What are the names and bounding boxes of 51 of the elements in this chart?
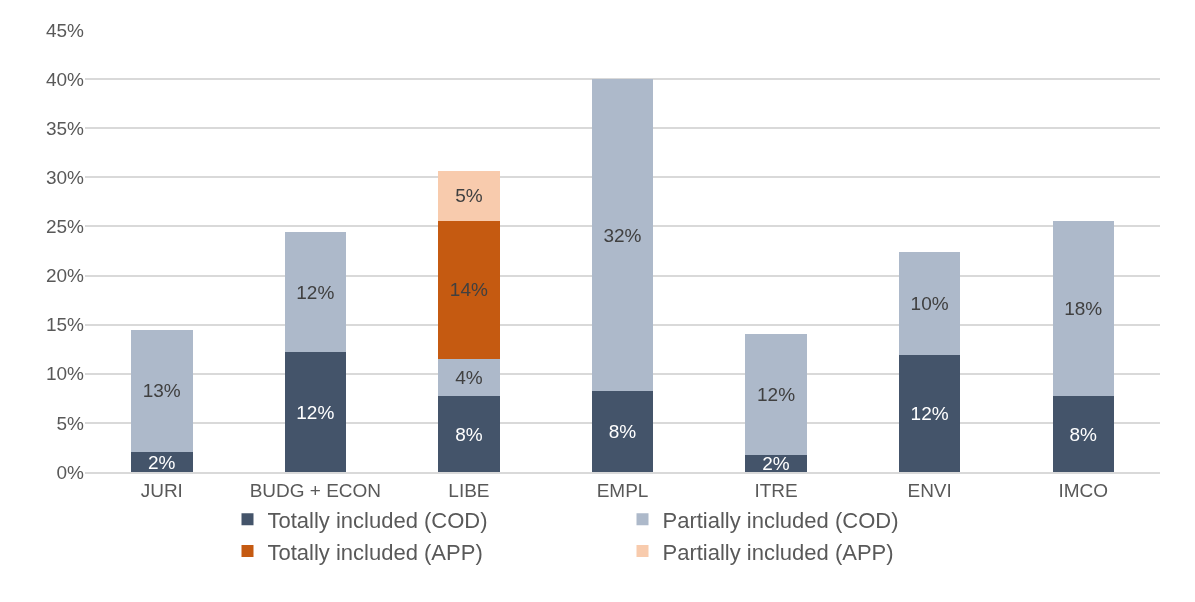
bar (591, 391, 654, 472)
bar (438, 359, 500, 397)
data-label: 12% (910, 403, 949, 425)
data-label: 2% (762, 453, 790, 475)
bar (591, 79, 654, 392)
y-tick-label: 40% (45, 68, 85, 90)
y-tick-label: 10% (45, 363, 85, 385)
data-label: 12% (296, 401, 335, 423)
y-tick-label: 20% (45, 265, 85, 287)
bar (131, 329, 193, 453)
bar (898, 355, 961, 472)
bar (898, 251, 961, 356)
x-tick-label: EMPL (596, 479, 649, 501)
data-label: 10% (910, 293, 949, 315)
bar (745, 334, 807, 456)
y-tick-label: 25% (45, 216, 85, 238)
x-tick-label: ENVI (907, 479, 952, 501)
data-label: 14% (449, 279, 488, 301)
y-tick-label: 15% (45, 314, 85, 336)
data-label: 8% (455, 423, 483, 445)
data-label: 12% (757, 384, 796, 406)
bar (284, 232, 347, 353)
y-tick-label: 35% (45, 117, 85, 139)
bar (284, 352, 347, 472)
y-tick-label: 5% (56, 412, 85, 434)
x-tick-label: IMCO (1058, 479, 1109, 501)
legend-label: Totally included (COD) (267, 507, 488, 533)
x-tick-label: ITRE (754, 479, 798, 501)
bar (438, 396, 500, 472)
data-label: 2% (148, 451, 176, 473)
bar (1052, 396, 1114, 472)
y-tick-label: 0% (56, 461, 85, 483)
legend-label: Partially included (COD) (662, 507, 899, 533)
data-label: 12% (296, 281, 335, 303)
data-label: 5% (455, 185, 483, 207)
y-tick-label: 45% (45, 19, 85, 41)
data-label: 32% (603, 224, 642, 246)
x-tick-label: LIBE (448, 479, 490, 501)
legend-label: Totally included (APP) (267, 539, 483, 565)
data-label: 8% (1069, 423, 1097, 445)
data-label: 13% (142, 380, 181, 402)
bar (438, 171, 500, 221)
y-tick-label: 30% (45, 166, 85, 188)
bar (1052, 220, 1114, 397)
x-tick-label: BUDG + ECON (249, 479, 382, 501)
data-label: 8% (608, 421, 637, 443)
data-label: 4% (455, 367, 483, 389)
legend-label: Partially included (APP) (662, 539, 894, 565)
data-label: 18% (1064, 297, 1103, 319)
x-tick-label: JURI (140, 479, 183, 501)
bar (438, 220, 500, 360)
